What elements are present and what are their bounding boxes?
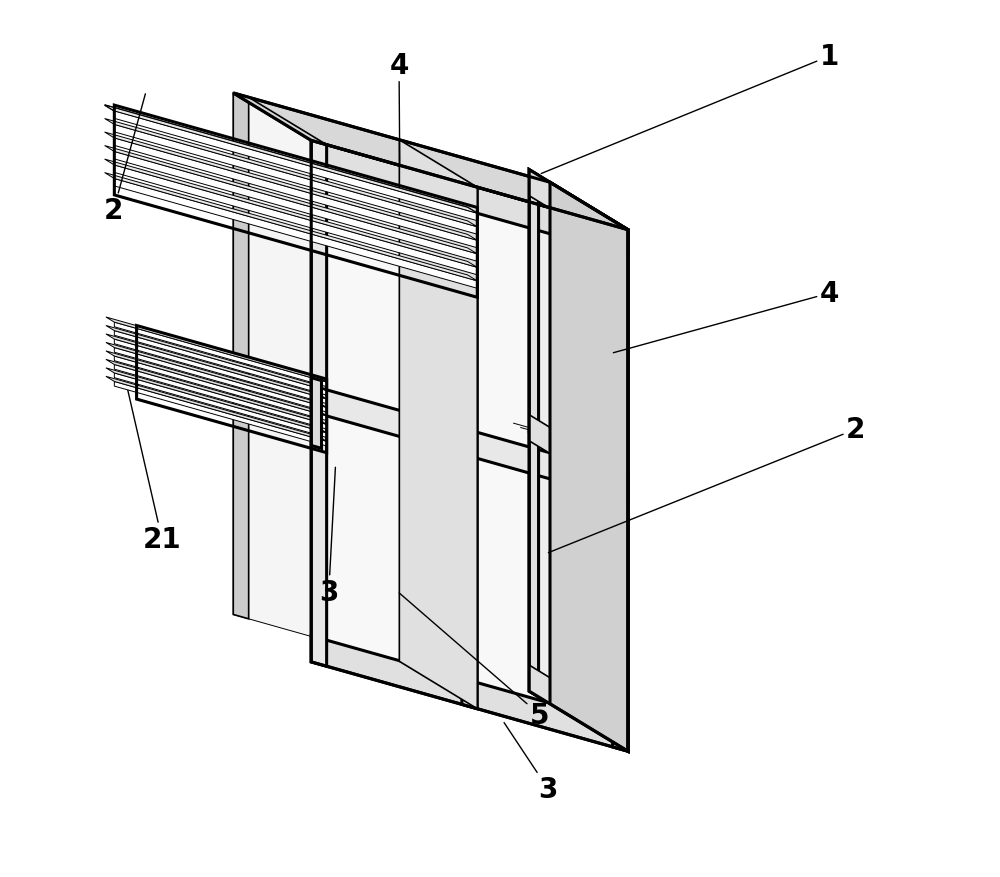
Polygon shape [106, 368, 327, 433]
Polygon shape [114, 365, 327, 430]
Polygon shape [114, 166, 477, 275]
Text: 21: 21 [128, 391, 181, 553]
Polygon shape [114, 179, 477, 289]
Polygon shape [105, 106, 477, 214]
Polygon shape [106, 377, 327, 442]
Polygon shape [550, 428, 628, 502]
Text: 4: 4 [389, 52, 409, 167]
Polygon shape [529, 170, 539, 697]
Polygon shape [529, 170, 628, 256]
Polygon shape [311, 141, 628, 752]
Text: 2: 2 [104, 95, 145, 225]
Polygon shape [105, 174, 477, 282]
Polygon shape [106, 352, 327, 417]
Polygon shape [114, 139, 477, 248]
Text: 4: 4 [613, 280, 839, 353]
Polygon shape [311, 636, 628, 752]
Polygon shape [613, 226, 628, 752]
Polygon shape [550, 183, 628, 752]
Polygon shape [105, 132, 477, 241]
Polygon shape [114, 125, 477, 235]
Polygon shape [114, 111, 477, 222]
Polygon shape [399, 140, 477, 709]
Polygon shape [311, 141, 327, 667]
Polygon shape [529, 170, 628, 752]
Polygon shape [311, 141, 628, 256]
Polygon shape [550, 678, 628, 752]
Polygon shape [105, 106, 477, 214]
Polygon shape [106, 360, 327, 424]
Polygon shape [114, 357, 327, 421]
Polygon shape [529, 666, 628, 752]
Polygon shape [311, 386, 628, 502]
Polygon shape [311, 378, 322, 449]
Polygon shape [114, 382, 327, 446]
Polygon shape [550, 183, 628, 752]
Polygon shape [233, 94, 628, 231]
Polygon shape [233, 94, 628, 231]
Polygon shape [233, 94, 249, 619]
Polygon shape [114, 374, 327, 438]
Polygon shape [105, 119, 477, 227]
Polygon shape [106, 343, 327, 408]
Polygon shape [114, 323, 327, 388]
Polygon shape [550, 183, 628, 256]
Polygon shape [462, 183, 477, 709]
Polygon shape [106, 334, 327, 400]
Polygon shape [529, 416, 628, 502]
Text: 3: 3 [319, 467, 338, 606]
Polygon shape [233, 94, 550, 704]
Polygon shape [114, 153, 477, 262]
Polygon shape [114, 348, 327, 412]
Polygon shape [114, 339, 327, 404]
Polygon shape [114, 332, 327, 396]
Text: 1: 1 [541, 43, 839, 175]
Polygon shape [233, 94, 327, 146]
Polygon shape [105, 160, 477, 268]
Text: 3: 3 [504, 723, 558, 803]
Text: 2: 2 [548, 416, 865, 553]
Polygon shape [106, 317, 327, 382]
Polygon shape [106, 326, 327, 391]
Polygon shape [105, 146, 477, 254]
Text: 5: 5 [399, 593, 549, 729]
